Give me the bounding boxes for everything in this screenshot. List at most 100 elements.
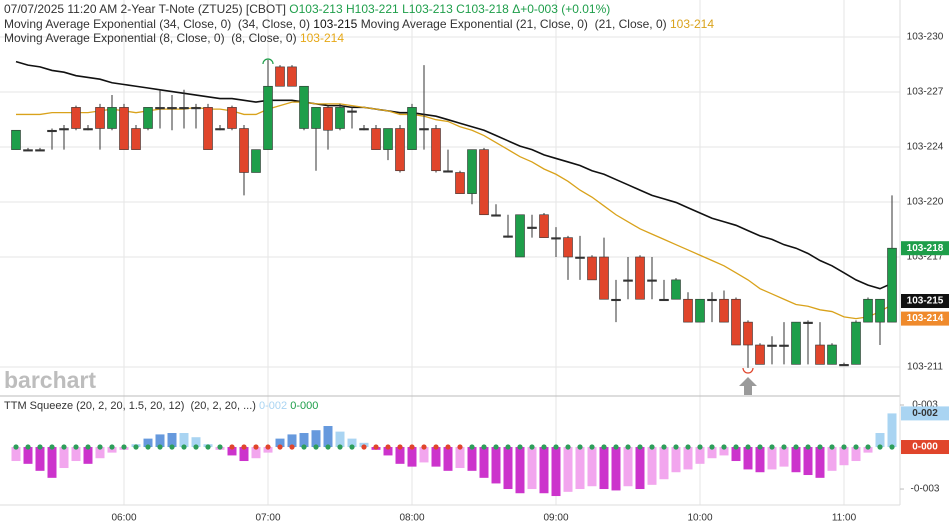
histogram-bar — [863, 447, 873, 453]
indicator-tick-label: -0-003 — [911, 484, 940, 495]
grid — [0, 0, 900, 505]
squeeze-dot — [433, 444, 439, 450]
histogram-bar — [179, 433, 189, 448]
squeeze-dot — [661, 444, 667, 450]
squeeze-dot — [889, 444, 895, 450]
candle-body — [647, 279, 657, 282]
indicator-legend: TTM Squeeze (20, 2, 20, 1.5, 20, 12) (20… — [4, 400, 318, 412]
squeeze-dot — [241, 444, 247, 450]
histogram-bar — [551, 447, 561, 497]
histogram-bar — [683, 447, 693, 470]
y-tick-label: 103-211 — [907, 362, 943, 373]
ohlc-close: C103-218 — [456, 2, 509, 16]
histogram-bar — [419, 447, 429, 463]
squeeze-dot — [313, 444, 319, 450]
header-line: 07/07/2025 11:20 AM 2-Year T-Note (ZTU25… — [4, 2, 714, 17]
squeeze-dot — [517, 444, 523, 450]
ema-line — [16, 101, 893, 320]
squeeze-dot — [733, 444, 739, 450]
indicator-params: (20, 2, 20, ...) — [190, 400, 256, 412]
squeeze-dot — [49, 444, 55, 450]
squeeze-dot — [97, 444, 103, 450]
plot — [11, 59, 897, 497]
ema-line — [15, 60, 893, 290]
squeeze-dot — [481, 444, 487, 450]
candle-body — [215, 128, 225, 131]
candle-body — [575, 256, 585, 259]
squeeze-dot — [253, 444, 259, 450]
histogram-bar — [659, 447, 669, 480]
candle-body — [431, 128, 441, 172]
price-box — [901, 294, 949, 309]
squeeze-dot — [805, 444, 811, 450]
ohlc-high: H103-221 — [346, 2, 399, 16]
indicator-value-box — [901, 406, 949, 421]
histogram-bar — [719, 447, 729, 456]
squeeze-dot — [169, 444, 175, 450]
candle-body — [503, 235, 513, 238]
squeeze-dot — [121, 444, 127, 450]
histogram-bar — [383, 447, 393, 456]
histogram-bar — [347, 438, 357, 448]
candle-body — [491, 214, 501, 217]
histogram-bar — [743, 447, 753, 470]
legend-value: 103-214 — [299, 31, 344, 45]
candle-body — [683, 298, 693, 323]
histogram-bar — [479, 447, 489, 478]
candle-body — [587, 256, 597, 281]
legend-name: Moving Average Exponential (21, Close, 0… — [360, 16, 588, 31]
histogram-bar — [647, 447, 657, 485]
candle-body — [887, 247, 897, 323]
squeeze-dot — [721, 444, 727, 450]
histogram-bar — [623, 447, 633, 487]
squeeze-dot — [73, 444, 79, 450]
ohlc-low: L103-213 — [402, 2, 453, 16]
squeeze-dot — [349, 444, 355, 450]
candle-body — [311, 107, 321, 129]
histogram-bar — [71, 447, 81, 462]
candle-body — [203, 107, 213, 150]
low-marker — [742, 367, 754, 374]
candle-body — [359, 128, 369, 131]
x-tick-label: 10:00 — [687, 513, 712, 524]
histogram-bar — [791, 447, 801, 473]
histogram-bar — [875, 433, 885, 448]
histogram-bar — [839, 447, 849, 466]
histogram-bar — [779, 447, 789, 467]
histogram-bar — [455, 447, 465, 469]
candle-body — [383, 128, 393, 150]
squeeze-dot — [565, 444, 571, 450]
change: Δ+0-003 (+0.01%) — [512, 2, 611, 16]
x-tick-label: 07:00 — [255, 513, 280, 524]
histogram-bar — [731, 447, 741, 462]
instrument: 2-Year T-Note (ZTU25) [CBOT] — [120, 2, 286, 16]
squeeze-dot — [445, 444, 451, 450]
squeeze-dot — [289, 444, 295, 450]
squeeze-dot — [109, 444, 115, 450]
candle-body — [803, 321, 813, 324]
candle-body — [179, 107, 189, 110]
histogram-bar — [563, 447, 573, 492]
squeeze-dot — [601, 444, 607, 450]
squeeze-dot — [865, 444, 871, 450]
candle-body — [239, 128, 249, 173]
squeeze-dot — [409, 444, 415, 450]
candle-body — [47, 129, 57, 133]
x-tick-label: 11:00 — [832, 513, 857, 524]
histogram-bar — [47, 447, 57, 478]
histogram-bar — [323, 426, 333, 448]
histogram-bar — [23, 447, 33, 464]
squeeze-dot — [457, 444, 463, 450]
candle-body — [275, 66, 285, 87]
candle-body — [467, 149, 477, 194]
squeeze-dot — [217, 444, 223, 450]
squeeze-dot — [877, 444, 883, 450]
histogram-bar — [263, 447, 273, 453]
candle-body — [251, 149, 261, 173]
price-box-label: 103-218 — [907, 243, 944, 254]
histogram-bar — [191, 437, 201, 448]
watermark: barchart — [4, 367, 96, 393]
candle-body — [143, 107, 153, 129]
candle-body — [227, 107, 237, 129]
histogram-bar — [275, 438, 285, 448]
